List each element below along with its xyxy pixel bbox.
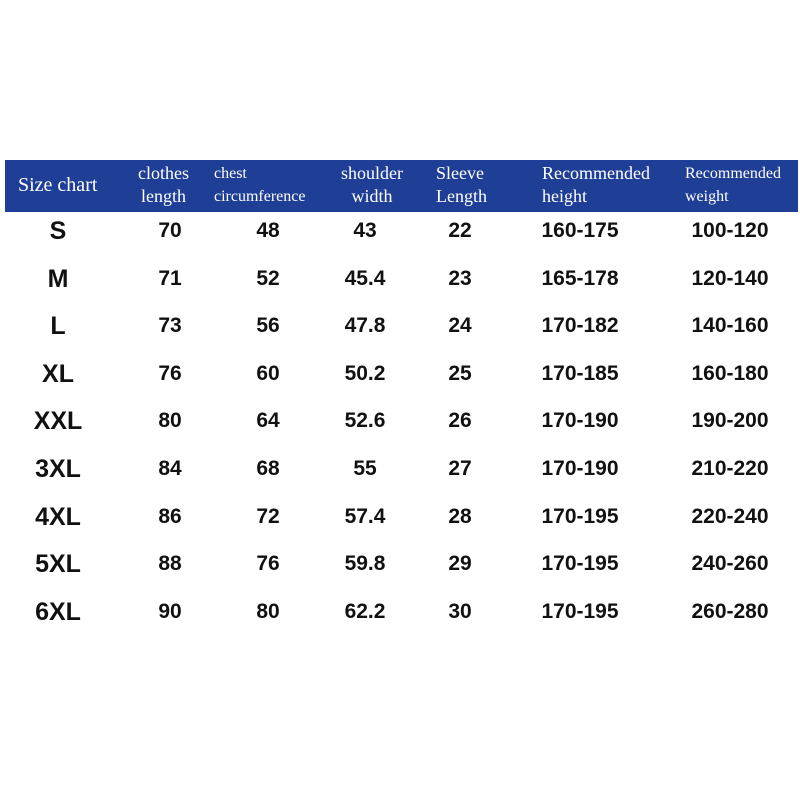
- cell-clothes-length: 70: [158, 219, 182, 242]
- header-chest-circumference: chest circumference: [214, 162, 305, 208]
- cell-size: 3XL: [35, 455, 81, 483]
- cell-shoulder: 57.4: [344, 504, 386, 528]
- cell-clothes-length: 90: [158, 599, 182, 623]
- cell-weight: 140-160: [691, 314, 769, 338]
- table-row: M 71 52 45.4 23 165-178 120-140: [0, 259, 800, 299]
- cell-sleeve: 24: [448, 314, 472, 338]
- cell-sleeve: 29: [448, 552, 472, 576]
- cell-sleeve: 25: [448, 361, 472, 385]
- cell-height: 170-182: [541, 314, 619, 338]
- header-line: circumference: [214, 188, 306, 205]
- cell-chest: 68: [256, 457, 280, 480]
- cell-clothes-length: 80: [158, 409, 182, 433]
- header-line: Recommended: [542, 163, 650, 183]
- header-line: Length: [436, 186, 487, 206]
- cell-size: L: [50, 312, 66, 341]
- table-row: XL 76 60 50.2 25 170-185 160-180: [0, 354, 800, 394]
- cell-height: 170-190: [541, 457, 619, 480]
- cell-height: 160-175: [541, 219, 619, 242]
- cell-size: 6XL: [35, 597, 81, 626]
- cell-chest: 76: [256, 552, 280, 576]
- cell-shoulder: 52.6: [344, 409, 386, 433]
- header-line: length: [141, 186, 186, 206]
- cell-sleeve: 28: [448, 504, 472, 528]
- cell-shoulder: 45.4: [344, 266, 386, 290]
- cell-sleeve: 23: [448, 266, 472, 290]
- header-recommended-height: Recommended height: [542, 162, 650, 208]
- header-line: clothes: [138, 163, 189, 183]
- cell-height: 170-195: [541, 504, 619, 528]
- cell-weight: 210-220: [691, 457, 769, 480]
- header-line: shoulder: [341, 163, 403, 183]
- cell-shoulder: 43: [353, 219, 377, 242]
- cell-weight: 100-120: [691, 219, 769, 242]
- header-line: height: [542, 186, 587, 206]
- cell-sleeve: 30: [448, 599, 472, 623]
- cell-height: 170-185: [541, 361, 619, 385]
- table-row: L 73 56 47.8 24 170-182 140-160: [0, 306, 800, 346]
- cell-size: 4XL: [35, 502, 81, 531]
- cell-height: 170-195: [541, 552, 619, 576]
- header-shoulder-width: shoulder width: [341, 162, 403, 208]
- cell-shoulder: 50.2: [344, 361, 386, 385]
- header-line: chest: [214, 165, 247, 182]
- cell-clothes-length: 88: [158, 552, 182, 576]
- cell-clothes-length: 73: [158, 314, 182, 338]
- header-line: Sleeve: [436, 163, 484, 183]
- cell-height: 170-190: [541, 409, 619, 433]
- cell-height: 170-195: [541, 599, 619, 623]
- cell-clothes-length: 76: [158, 361, 182, 385]
- cell-chest: 52: [256, 266, 280, 290]
- cell-clothes-length: 86: [158, 504, 182, 528]
- cell-chest: 80: [256, 599, 280, 623]
- cell-weight: 190-200: [691, 409, 769, 433]
- table-row: 4XL 86 72 57.4 28 170-195 220-240: [0, 497, 800, 537]
- cell-sleeve: 27: [448, 457, 472, 480]
- cell-shoulder: 55: [353, 457, 377, 480]
- cell-chest: 60: [256, 361, 280, 385]
- cell-size: S: [49, 217, 67, 245]
- header-line: width: [351, 186, 393, 206]
- cell-shoulder: 47.8: [344, 314, 386, 338]
- cell-sleeve: 26: [448, 409, 472, 433]
- cell-weight: 120-140: [691, 266, 769, 290]
- cell-height: 165-178: [541, 266, 619, 290]
- cell-size: XXL: [33, 407, 83, 436]
- header-clothes-length: clothes length: [138, 162, 189, 208]
- table-row: 5XL 88 76 59.8 29 170-195 240-260: [0, 544, 800, 584]
- table-row: S 70 48 43 22 160-175 100-120: [0, 211, 800, 251]
- header-recommended-weight: Recommended weight: [685, 162, 781, 208]
- cell-clothes-length: 84: [158, 457, 182, 480]
- cell-sleeve: 22: [448, 219, 472, 242]
- table-header: Size chart clothes length chest circumfere…: [5, 160, 798, 212]
- header-line: weight: [685, 188, 729, 205]
- cell-weight: 240-260: [691, 552, 769, 576]
- header-sleeve-length: Sleeve Length: [436, 162, 487, 208]
- cell-weight: 160-180: [691, 361, 769, 385]
- cell-chest: 64: [256, 409, 280, 433]
- cell-chest: 48: [256, 219, 280, 242]
- cell-weight: 220-240: [691, 504, 769, 528]
- cell-size: 5XL: [35, 550, 81, 579]
- cell-weight: 260-280: [691, 599, 769, 623]
- cell-chest: 72: [256, 504, 280, 528]
- cell-clothes-length: 71: [158, 266, 182, 290]
- cell-size: XL: [42, 359, 74, 388]
- cell-size: M: [47, 264, 69, 293]
- header-line: Recommended: [685, 165, 781, 182]
- cell-chest: 56: [256, 314, 280, 338]
- table-row: 3XL 84 68 55 27 170-190 210-220: [0, 449, 800, 489]
- table-row: 6XL 90 80 62.2 30 170-195 260-280: [0, 592, 800, 632]
- header-size-chart: Size chart: [18, 174, 98, 196]
- cell-shoulder: 62.2: [344, 599, 386, 623]
- cell-shoulder: 59.8: [344, 552, 386, 576]
- table-row: XXL 80 64 52.6 26 170-190 190-200: [0, 401, 800, 441]
